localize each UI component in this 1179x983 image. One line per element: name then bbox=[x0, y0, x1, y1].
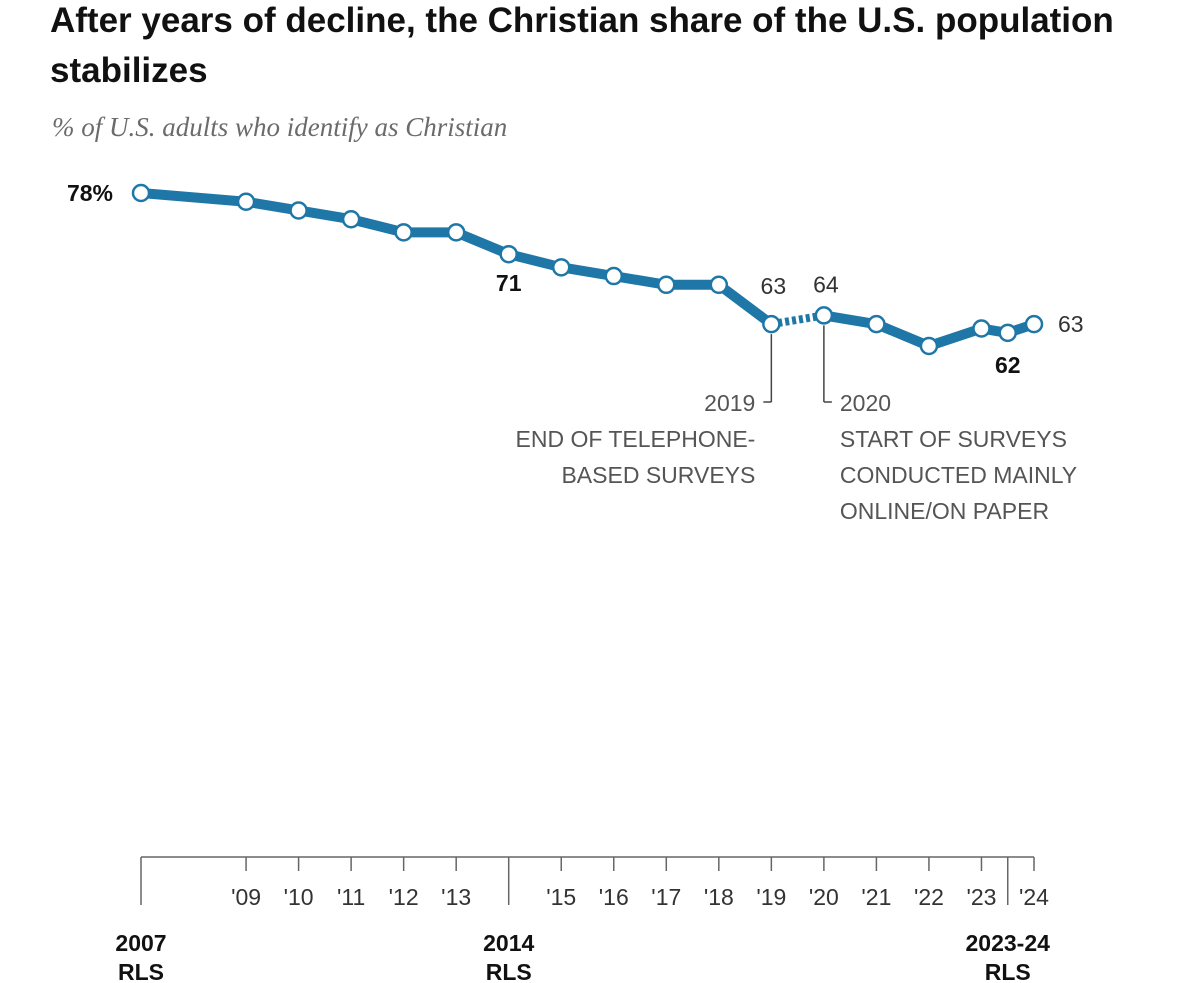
annotation-text: ONLINE/ON PAPER bbox=[840, 498, 1049, 524]
data-point-marker bbox=[131, 183, 151, 203]
annotation-text: CONDUCTED MAINLY bbox=[840, 462, 1077, 488]
data-label: 63 bbox=[1058, 311, 1084, 337]
annotation-text: 2019 bbox=[704, 390, 755, 416]
x-tick-label: '12 bbox=[389, 884, 419, 910]
x-major-label: RLS bbox=[985, 959, 1031, 983]
data-point-marker bbox=[289, 201, 308, 220]
x-major-label: RLS bbox=[486, 959, 532, 983]
data-label: 78% bbox=[67, 180, 113, 206]
x-tick-label: '23 bbox=[966, 884, 996, 910]
chart-title: After years of decline, the Christian sh… bbox=[50, 1, 1114, 90]
data-point-marker bbox=[341, 209, 361, 229]
x-tick-label: '24 bbox=[1019, 884, 1049, 910]
data-point-marker bbox=[446, 223, 466, 242]
series-line-segment bbox=[713, 279, 777, 330]
series-line-segment bbox=[451, 227, 514, 260]
x-tick-label: '22 bbox=[914, 884, 944, 910]
data-point-marker bbox=[236, 192, 256, 211]
data-point-marker bbox=[972, 319, 991, 338]
x-major-label: 2023-24 bbox=[966, 930, 1051, 956]
annotation-text: BASED SURVEYS bbox=[561, 462, 755, 488]
data-point-marker bbox=[998, 323, 1017, 343]
data-point-marker bbox=[867, 314, 886, 334]
x-tick-label: '19 bbox=[756, 884, 786, 910]
x-tick-label: '09 bbox=[231, 884, 261, 910]
series-line-segment bbox=[136, 188, 252, 207]
x-tick-label: '13 bbox=[441, 884, 471, 910]
data-point-marker bbox=[1024, 314, 1044, 334]
x-tick-label: '17 bbox=[651, 884, 681, 910]
x-tick-label: '15 bbox=[546, 884, 576, 910]
data-label: 71 bbox=[496, 270, 522, 296]
data-point-marker bbox=[604, 266, 624, 286]
annotation-text: END OF TELEPHONE- bbox=[516, 426, 756, 452]
annotation-text: START OF SURVEYS bbox=[840, 426, 1067, 452]
x-tick-label: '20 bbox=[809, 884, 839, 910]
x-major-label: 2007 bbox=[115, 930, 166, 956]
x-tick-label: '11 bbox=[337, 884, 365, 910]
x-tick-label: '16 bbox=[599, 884, 629, 910]
x-tick-label: '21 bbox=[861, 884, 891, 910]
data-point-marker bbox=[919, 336, 939, 356]
x-tick-label: '18 bbox=[704, 884, 734, 910]
data-label: 63 bbox=[761, 273, 787, 299]
data-label: 64 bbox=[813, 271, 839, 297]
data-point-marker bbox=[709, 275, 729, 295]
data-point-marker bbox=[814, 306, 834, 325]
data-point-marker bbox=[762, 314, 781, 334]
data-label: 62 bbox=[995, 352, 1021, 378]
data-point-marker bbox=[499, 244, 518, 264]
data-point-marker bbox=[394, 223, 413, 242]
x-major-label: RLS bbox=[118, 959, 164, 983]
data-point-marker bbox=[657, 275, 676, 295]
series-line-segment bbox=[871, 319, 934, 351]
annotation-text: 2020 bbox=[840, 390, 891, 416]
x-tick-label: '10 bbox=[284, 884, 314, 910]
x-major-label: 2014 bbox=[483, 930, 534, 956]
chart-subtitle: % of U.S. adults who identify as Christi… bbox=[52, 112, 508, 142]
data-point-marker bbox=[551, 258, 571, 277]
